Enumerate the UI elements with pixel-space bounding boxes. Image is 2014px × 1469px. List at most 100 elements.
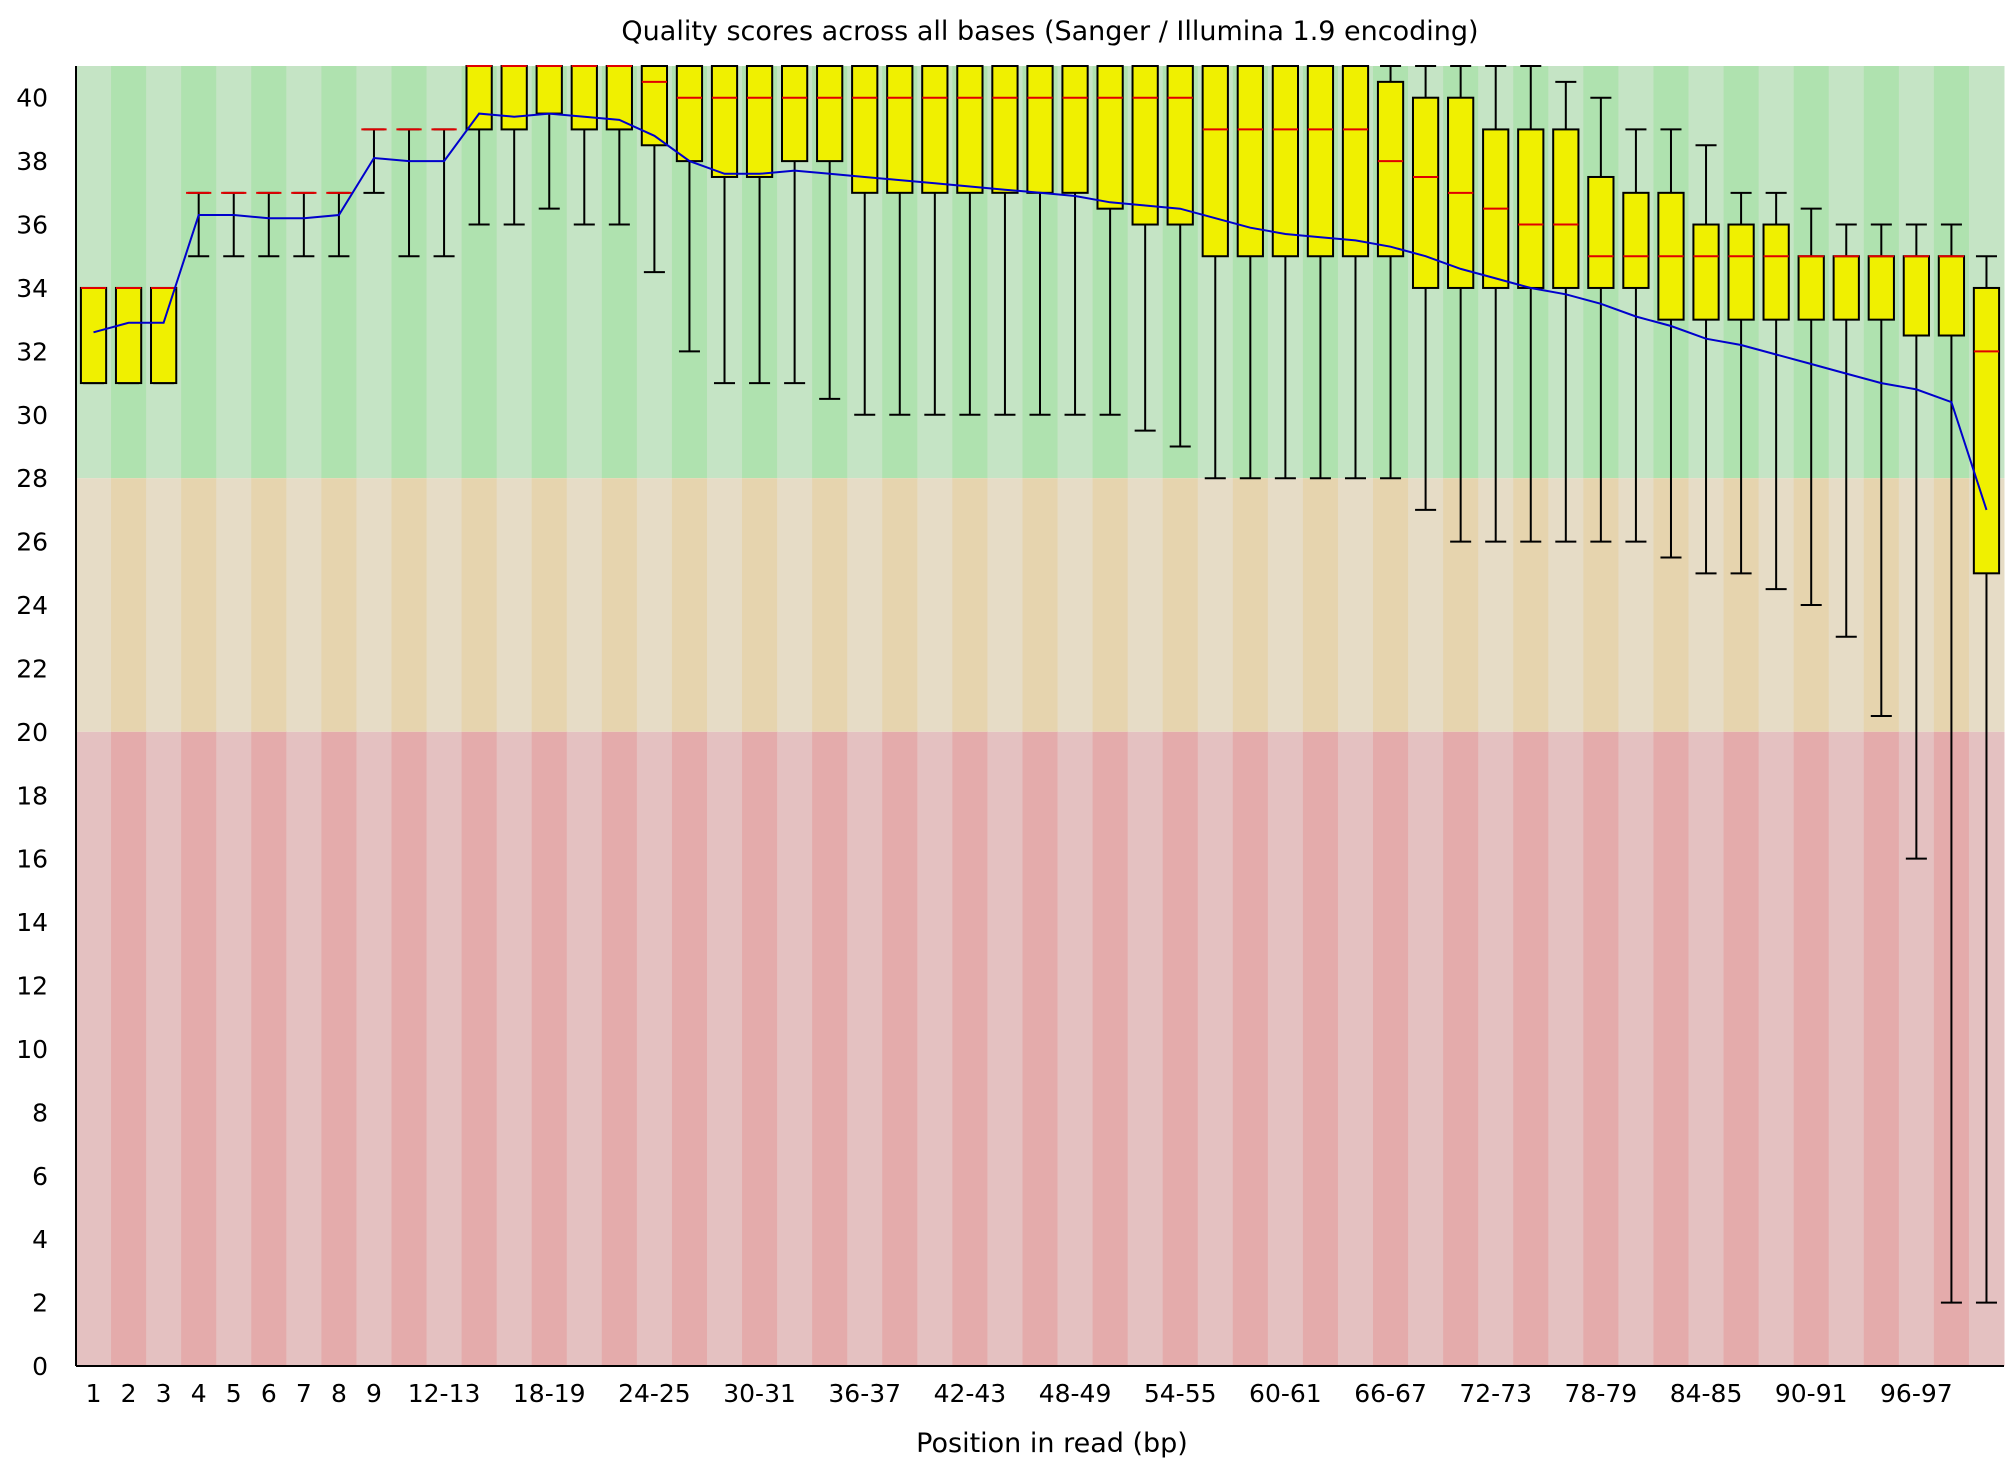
iqr-box — [640, 65, 669, 147]
iqr-box — [956, 65, 984, 194]
band-good-stripe — [426, 66, 463, 479]
iqr-box — [1587, 175, 1615, 289]
box-position-38-39 — [886, 65, 914, 416]
y-tick-label: 34 — [16, 274, 48, 303]
x-tick-label: 7 — [296, 1379, 312, 1408]
x-tick-label: 5 — [226, 1379, 242, 1408]
y-tick-label: 24 — [16, 591, 48, 620]
band-good-stripe — [391, 66, 428, 479]
band-poor-stripe — [671, 731, 708, 1366]
box-position-48-49 — [1061, 65, 1089, 416]
box-position-84-85 — [1692, 144, 1720, 575]
iqr-box — [1341, 65, 1370, 258]
iqr-box — [1306, 65, 1335, 258]
band-reasonable-stripe — [1373, 478, 1409, 732]
band-reasonable-stripe — [671, 478, 708, 732]
iqr-box — [1026, 65, 1054, 194]
band-poor-stripe — [76, 731, 112, 1366]
band-reasonable-stripe — [917, 478, 953, 732]
band-good-stripe — [251, 66, 287, 479]
chart-title: Quality scores across all bases (Sanger … — [621, 16, 1478, 47]
x-axis-label: Position in read (bp) — [916, 1428, 1188, 1459]
band-reasonable-stripe — [1302, 478, 1339, 732]
box-position-88-89 — [1762, 191, 1790, 591]
box-position-26-27 — [675, 65, 704, 353]
box-position-30-31 — [745, 65, 774, 385]
mean-line — [93, 112, 1988, 511]
band-poor-stripe — [1127, 731, 1164, 1366]
band-reasonable-stripe — [812, 478, 848, 732]
box-position-66-67 — [1376, 65, 1405, 480]
band-poor-stripe — [812, 731, 848, 1366]
band-poor-stripe — [426, 731, 463, 1366]
band-poor-stripe — [1688, 731, 1725, 1366]
band-poor-stripe — [1092, 731, 1129, 1366]
iqr-box — [1762, 223, 1790, 321]
iqr-box — [500, 65, 528, 131]
band-poor-stripe — [1828, 731, 1865, 1366]
x-tick-label: 36-37 — [828, 1379, 901, 1408]
iqr-box — [1131, 65, 1159, 226]
band-reasonable-stripe — [216, 478, 252, 732]
band-good-stripe — [111, 66, 147, 479]
band-good-stripe — [356, 66, 392, 479]
band-reasonable-stripe — [1057, 478, 1094, 732]
box-position-20-21 — [570, 65, 598, 226]
iqr-box — [1201, 65, 1229, 258]
x-tick-label: 18-19 — [513, 1379, 586, 1408]
x-tick-label: 24-25 — [618, 1379, 691, 1408]
band-poor-stripe — [706, 731, 743, 1366]
iqr-box — [465, 65, 493, 131]
band-poor-stripe — [566, 731, 603, 1366]
band-reasonable-stripe — [952, 478, 988, 732]
box-position-4 — [186, 191, 212, 258]
band-poor-stripe — [1653, 731, 1690, 1366]
band-poor-stripe — [531, 731, 568, 1366]
band-reasonable-stripe — [566, 478, 603, 732]
band-poor-stripe — [636, 731, 673, 1366]
y-tick-label: 2 — [32, 1289, 48, 1318]
band-good-stripe — [76, 66, 112, 479]
box-position-6 — [256, 191, 282, 258]
axes — [75, 66, 2004, 1367]
iqr-box — [1867, 255, 1895, 321]
band-poor-stripe — [1232, 731, 1269, 1366]
box-position-74-75 — [1517, 65, 1545, 543]
iqr-box — [1096, 65, 1124, 210]
band-reasonable-stripe — [111, 478, 147, 732]
box-position-100-101 — [1972, 255, 2001, 1304]
band-reasonable-stripe — [1232, 478, 1269, 732]
box-position-60-61 — [1271, 65, 1300, 480]
band-good-stripe — [146, 66, 182, 479]
band-reasonable-stripe — [882, 478, 918, 732]
box-position-44-45 — [991, 65, 1019, 416]
box-position-32-33 — [780, 65, 809, 385]
box-position-52-53 — [1131, 65, 1159, 432]
y-tick-label: 14 — [16, 908, 48, 937]
iqr-box — [886, 65, 914, 194]
box-position-7 — [291, 191, 317, 258]
box-position-9 — [361, 128, 387, 194]
x-tick-label: 96-97 — [1880, 1379, 1953, 1408]
iqr-box — [570, 65, 598, 131]
x-tick-label: 8 — [331, 1379, 347, 1408]
band-poor-stripe — [1758, 731, 1795, 1366]
band-reasonable-stripe — [251, 478, 287, 732]
box-position-5 — [221, 191, 247, 258]
box-position-42-43 — [956, 65, 984, 416]
box-position-80-81 — [1622, 128, 1650, 543]
y-tick-label: 40 — [16, 84, 48, 113]
band-poor-stripe — [391, 731, 428, 1366]
iqr-box — [1271, 65, 1300, 258]
band-poor-stripe — [1373, 731, 1409, 1366]
box-position-72-73 — [1482, 65, 1510, 543]
x-tick-label: 4 — [191, 1379, 207, 1408]
box-position-2 — [114, 286, 143, 385]
band-poor-stripe — [952, 731, 988, 1366]
band-reasonable-stripe — [391, 478, 428, 732]
band-good-stripe — [181, 66, 217, 479]
iqr-box — [745, 65, 774, 178]
iqr-box — [535, 65, 563, 115]
box-position-12-13 — [431, 128, 457, 258]
